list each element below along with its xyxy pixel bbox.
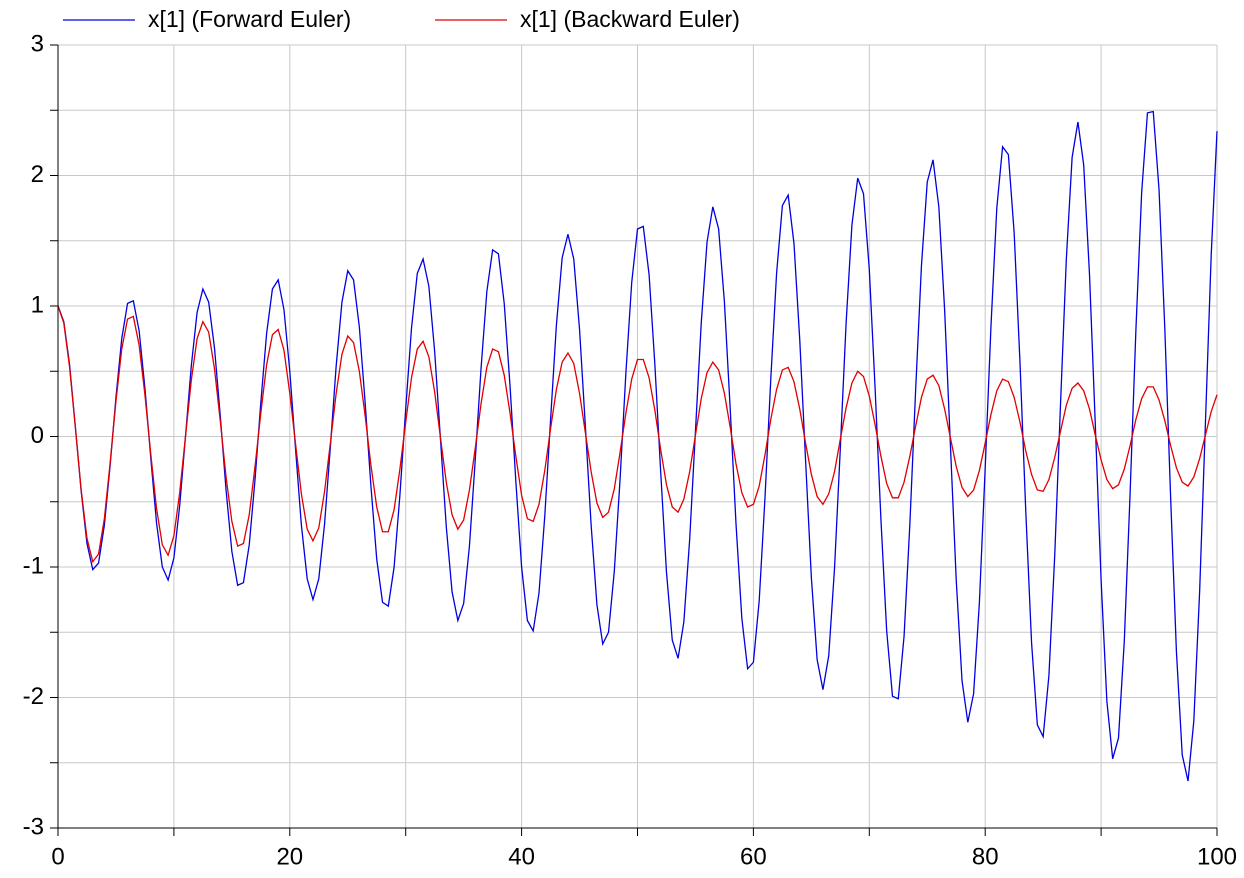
legend-label: x[1] (Forward Euler) [148,6,351,32]
legend: x[1] (Forward Euler) x[1] (Backward Euler… [63,6,740,32]
x-tick-label: 20 [276,843,303,870]
x-tick-label: 60 [740,843,767,870]
x-tick-label: 80 [972,843,999,870]
y-tick-label: -1 [23,552,44,579]
grid [57,44,1218,829]
x-tick-label: 0 [51,843,64,870]
plot-area [57,110,1218,782]
series-line [57,305,1218,564]
y-tick-label: 0 [31,422,44,449]
y-tick-label: 3 [31,30,44,57]
legend-label: x[1] (Backward Euler) [520,6,740,32]
y-tick-label: 2 [31,161,44,188]
y-tick-label: -3 [23,813,44,840]
y-tick-label: 1 [31,291,44,318]
y-tick-label: -2 [23,683,44,710]
x-tick-label: 40 [508,843,535,870]
series-line [57,110,1218,782]
axes: 0 20 40 60 80 100 -3 -2 -1 0 1 2 3 [23,30,1237,870]
x-tick-label: 100 [1197,843,1237,870]
